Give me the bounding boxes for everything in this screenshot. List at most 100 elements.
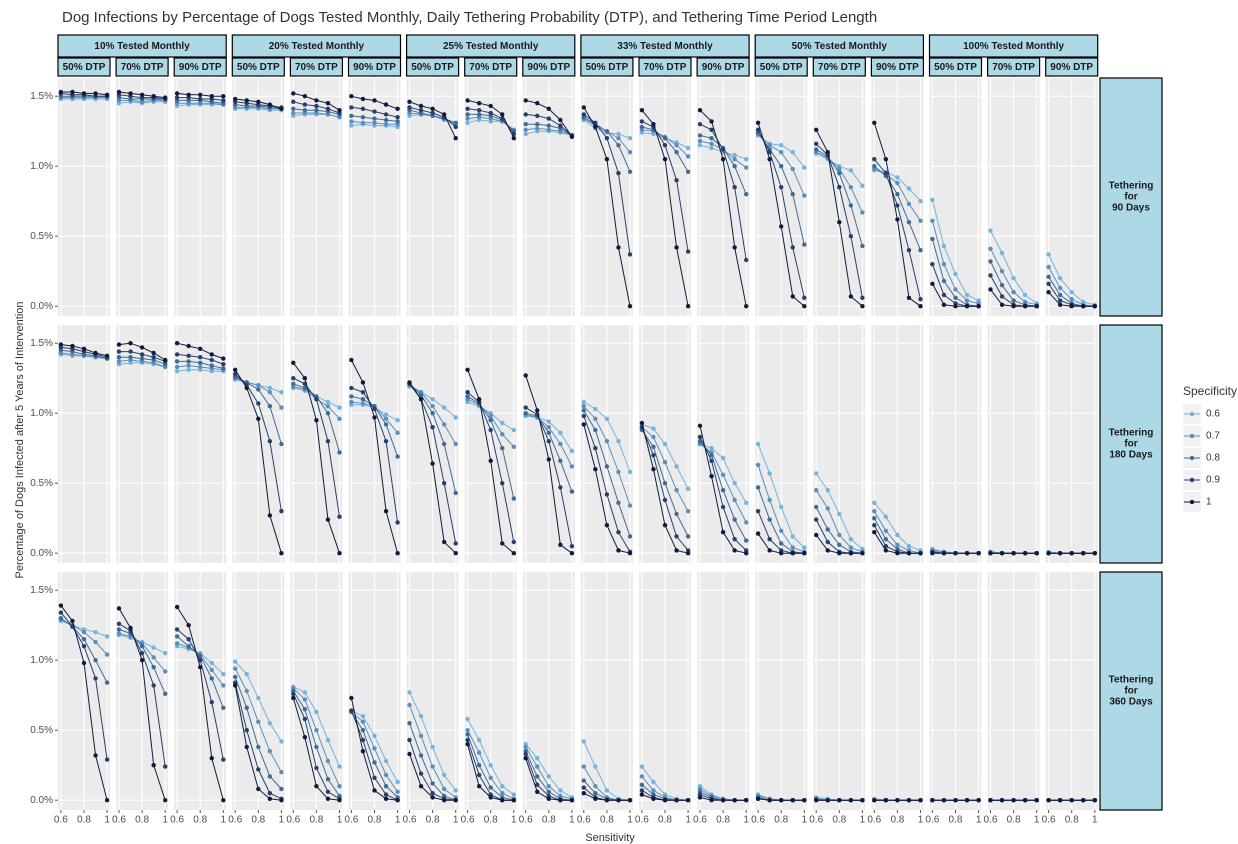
data-point bbox=[1022, 292, 1028, 298]
x-tick-label: 0.6 bbox=[1042, 815, 1056, 826]
data-point bbox=[1034, 304, 1039, 309]
data-point bbox=[1092, 551, 1098, 556]
data-point bbox=[151, 655, 156, 660]
data-point bbox=[1046, 274, 1051, 279]
data-point bbox=[883, 544, 889, 549]
data-point bbox=[779, 143, 784, 148]
data-point bbox=[616, 136, 621, 141]
data-point bbox=[441, 112, 447, 117]
data-point bbox=[523, 122, 528, 127]
data-point bbox=[372, 406, 377, 412]
data-point bbox=[662, 441, 668, 447]
data-point bbox=[500, 420, 505, 426]
data-point bbox=[720, 157, 726, 162]
data-point bbox=[999, 551, 1005, 556]
data-point bbox=[685, 486, 691, 491]
data-point bbox=[511, 551, 517, 556]
data-point bbox=[558, 123, 563, 128]
data-point bbox=[476, 763, 482, 768]
data-point bbox=[488, 775, 493, 780]
data-point bbox=[767, 471, 772, 476]
data-point bbox=[488, 458, 493, 463]
data-point bbox=[616, 439, 621, 444]
data-point bbox=[685, 249, 691, 254]
data-point bbox=[174, 91, 180, 96]
data-point bbox=[860, 304, 865, 309]
data-point bbox=[325, 758, 331, 764]
data-point bbox=[581, 778, 586, 783]
data-point bbox=[1081, 798, 1086, 803]
data-point bbox=[685, 551, 691, 556]
column-sub-strip bbox=[173, 57, 227, 77]
data-point bbox=[104, 353, 110, 358]
column-sub-strip bbox=[115, 57, 169, 77]
data-point bbox=[918, 304, 923, 309]
data-point bbox=[732, 164, 737, 169]
data-point bbox=[221, 798, 226, 803]
data-point bbox=[546, 430, 551, 435]
data-point bbox=[581, 399, 586, 405]
data-point bbox=[593, 406, 598, 412]
data-point bbox=[325, 789, 331, 794]
data-point bbox=[500, 798, 505, 803]
column-sub-strip bbox=[870, 57, 925, 77]
y-tick-label: 0.0% bbox=[30, 795, 53, 806]
data-point bbox=[604, 136, 610, 141]
data-point bbox=[349, 394, 354, 399]
data-point bbox=[895, 192, 900, 197]
data-point bbox=[1046, 798, 1051, 803]
data-point bbox=[674, 534, 679, 539]
legend-point bbox=[1189, 433, 1195, 439]
data-point bbox=[511, 539, 517, 545]
data-point bbox=[535, 764, 540, 769]
data-point bbox=[174, 341, 180, 346]
data-point bbox=[616, 143, 621, 148]
data-point bbox=[523, 405, 528, 410]
data-point bbox=[453, 120, 458, 126]
data-point bbox=[372, 109, 377, 114]
x-tick-label: 0.8 bbox=[193, 815, 207, 826]
data-point bbox=[697, 133, 703, 138]
data-point bbox=[244, 728, 249, 733]
x-tick-label: 0.6 bbox=[751, 815, 765, 826]
data-point bbox=[651, 779, 656, 785]
data-point bbox=[256, 416, 261, 421]
data-point bbox=[349, 695, 354, 701]
data-point bbox=[349, 385, 354, 391]
data-point bbox=[128, 355, 133, 360]
data-point bbox=[523, 131, 528, 137]
data-point bbox=[918, 218, 923, 223]
data-point bbox=[488, 103, 493, 109]
data-point bbox=[779, 224, 784, 229]
data-point bbox=[837, 166, 842, 172]
data-point bbox=[441, 441, 447, 447]
data-point bbox=[674, 245, 679, 250]
data-point bbox=[906, 248, 912, 253]
data-point bbox=[430, 411, 435, 416]
y-tick-label: 1.5% bbox=[30, 91, 53, 102]
data-point bbox=[848, 234, 854, 239]
data-point bbox=[430, 404, 435, 409]
data-point bbox=[767, 497, 772, 503]
data-point bbox=[837, 185, 842, 190]
data-point bbox=[70, 89, 75, 95]
column-sub-label: 70% DTP bbox=[818, 62, 861, 73]
data-point bbox=[58, 342, 64, 347]
data-point bbox=[256, 719, 261, 724]
data-point bbox=[627, 252, 633, 257]
data-point bbox=[174, 364, 180, 370]
data-point bbox=[569, 489, 575, 494]
data-point bbox=[441, 786, 447, 792]
data-point bbox=[337, 514, 342, 519]
data-point bbox=[964, 304, 970, 309]
data-point bbox=[279, 786, 284, 792]
data-point bbox=[291, 99, 296, 105]
data-point bbox=[395, 551, 400, 556]
data-point bbox=[488, 418, 493, 423]
legend-point bbox=[1189, 455, 1195, 461]
data-point bbox=[81, 637, 87, 642]
data-point bbox=[953, 295, 958, 300]
data-point bbox=[604, 523, 610, 528]
data-point bbox=[383, 112, 389, 117]
